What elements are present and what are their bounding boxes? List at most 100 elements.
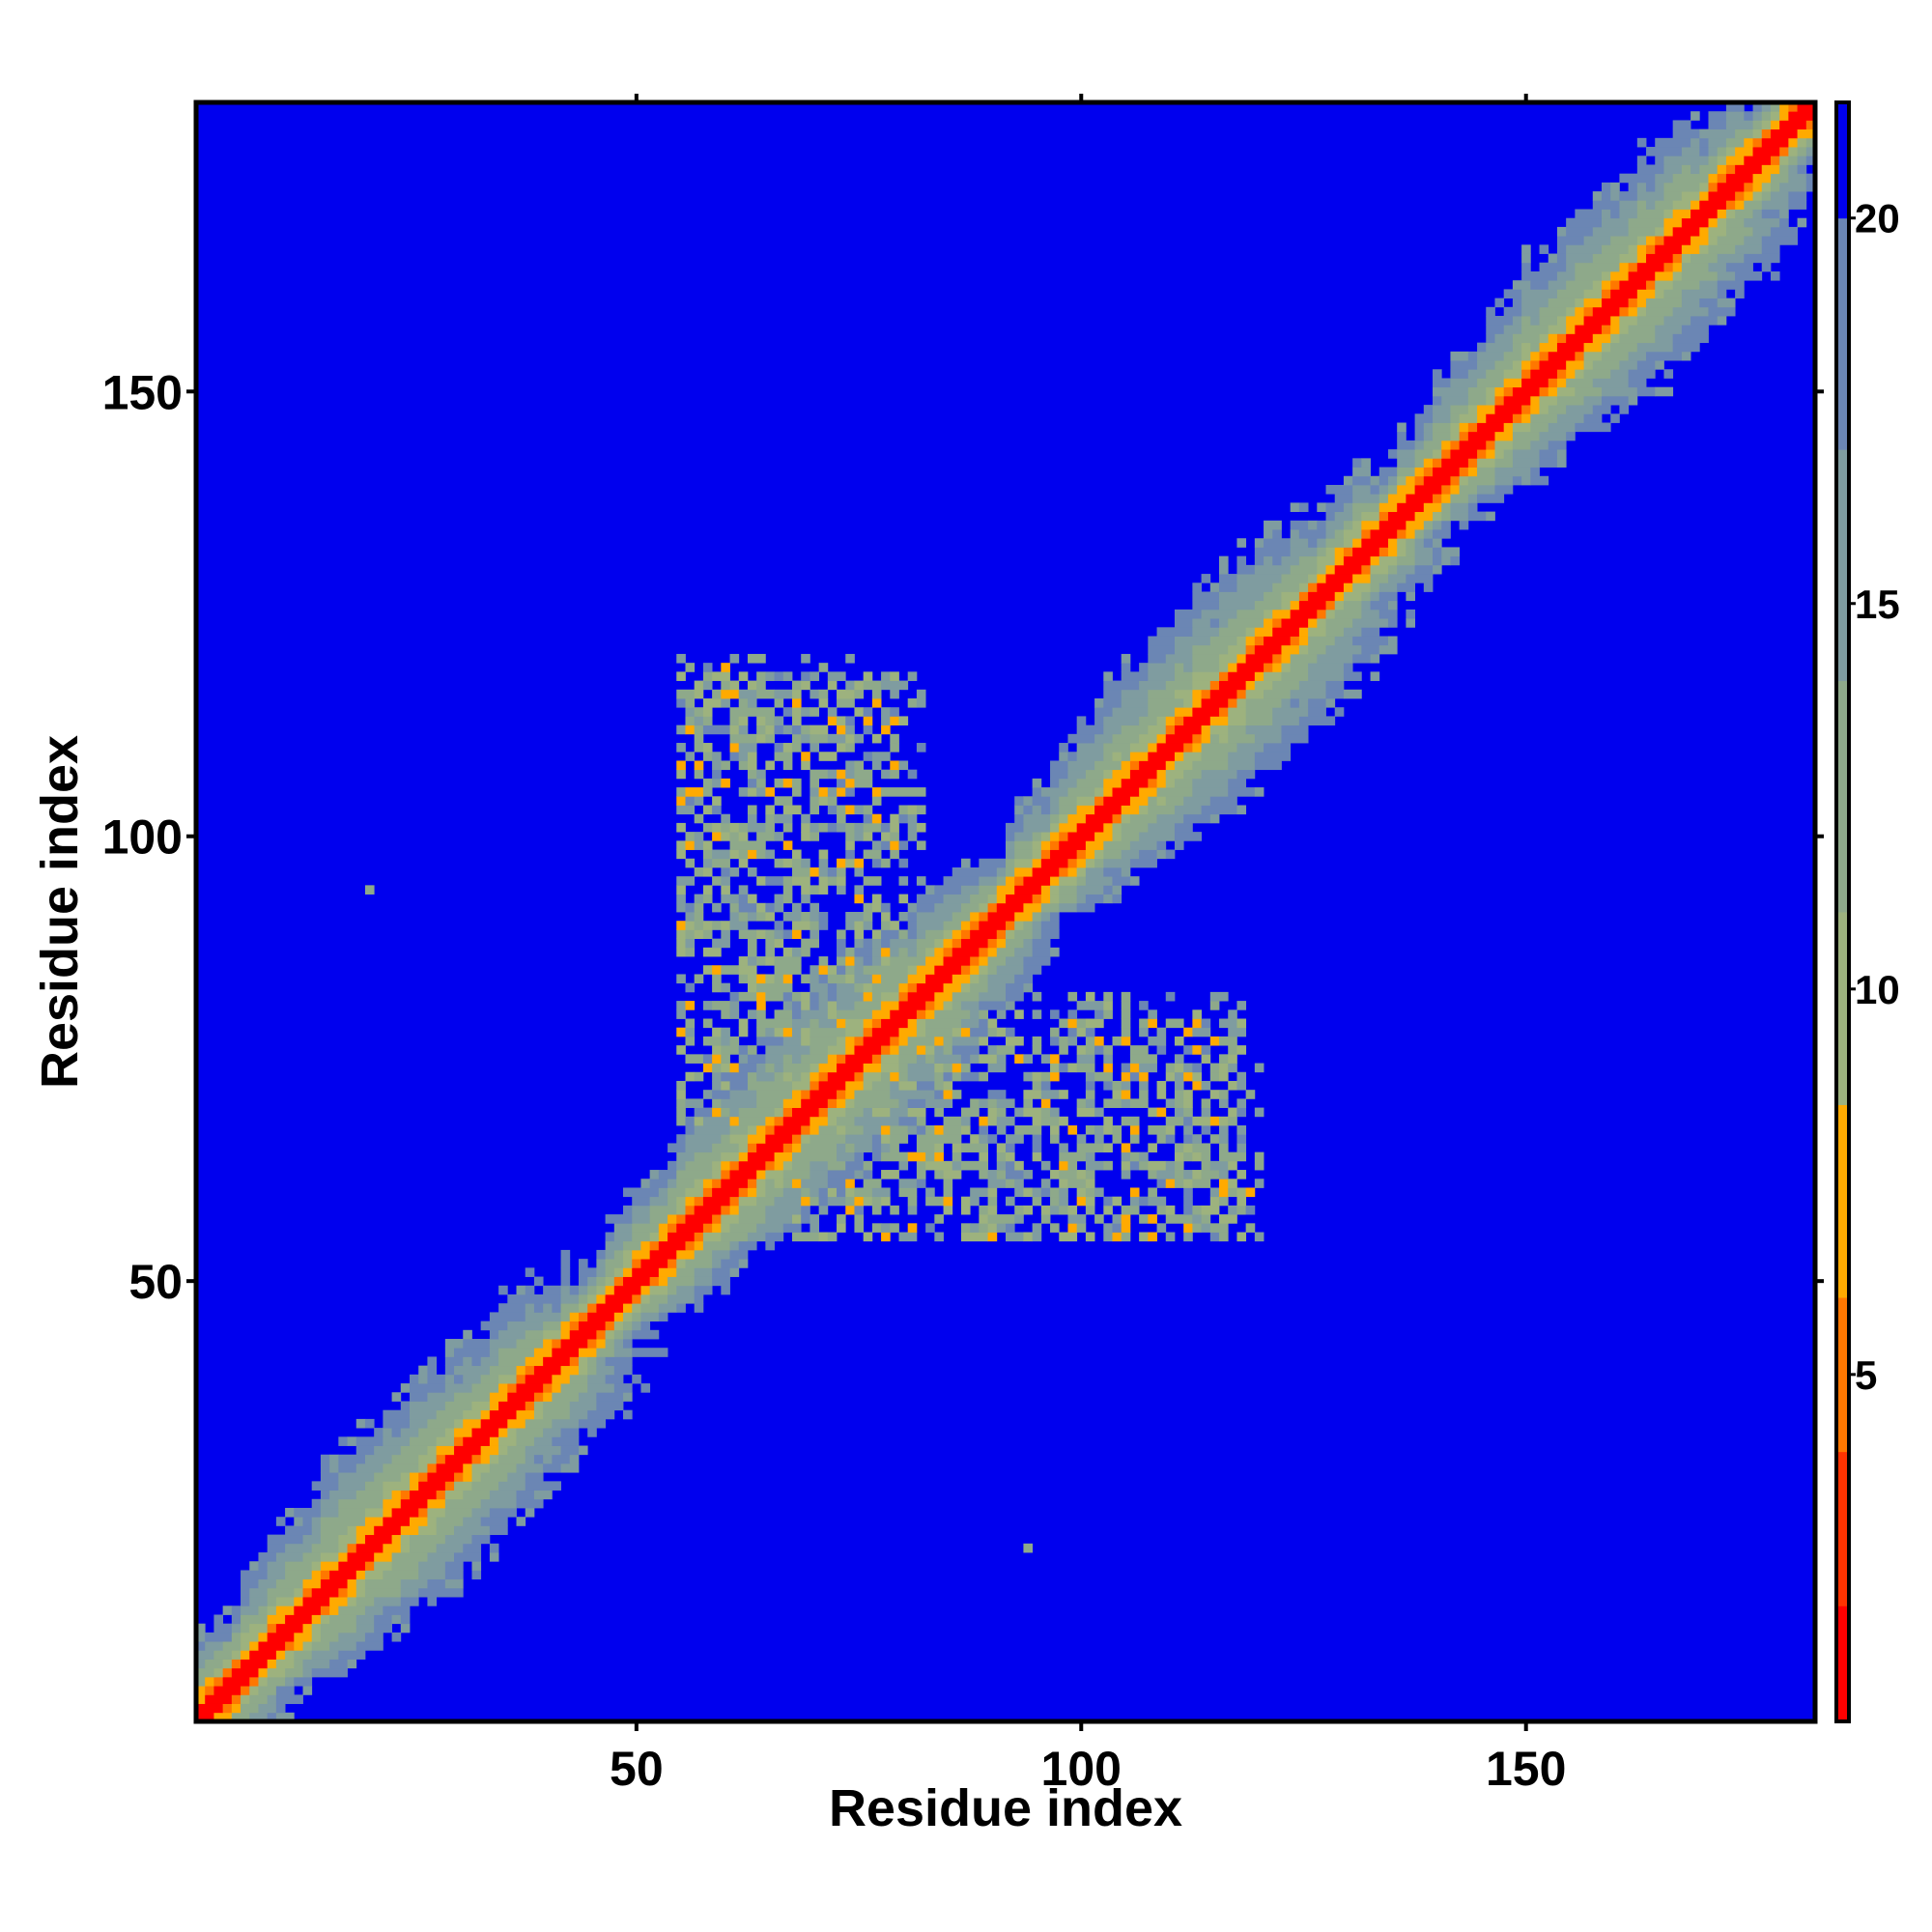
heatmap-cell: [418, 1525, 438, 1536]
heatmap-cell: [845, 858, 855, 868]
heatmap-cell: [1032, 921, 1042, 930]
heatmap-cell: [729, 743, 740, 753]
heatmap-cell: [1228, 733, 1256, 744]
heatmap-cell: [1103, 991, 1113, 1002]
heatmap-cell: [837, 1125, 846, 1135]
heatmap-cell: [818, 1107, 829, 1118]
heatmap-cell: [1699, 137, 1709, 148]
heatmap-cell: [1236, 1232, 1247, 1242]
heatmap-cell: [996, 1143, 1007, 1153]
heatmap-cell: [1378, 494, 1389, 503]
heatmap-cell: [338, 1472, 375, 1482]
heatmap-cell: [881, 1045, 891, 1055]
heatmap-cell: [810, 1196, 820, 1207]
heatmap-cell: [702, 743, 713, 753]
heatmap-cell: [383, 1463, 419, 1473]
heatmap-cell: [1477, 484, 1495, 495]
heatmap-cell: [1681, 147, 1700, 156]
heatmap-cell: [489, 1454, 499, 1464]
heatmap-cell: [987, 1232, 998, 1242]
heatmap-cell: [685, 1001, 696, 1010]
heatmap-cell: [560, 1339, 588, 1349]
heatmap-cell: [1788, 164, 1798, 175]
heatmap-cell: [1245, 689, 1264, 699]
heatmap-cell: [213, 1623, 233, 1634]
heatmap-cell: [756, 849, 766, 860]
heatmap-cell: [1406, 609, 1416, 619]
heatmap-cell: [881, 832, 891, 841]
heatmap-cell: [1761, 200, 1789, 210]
heatmap-cell: [596, 1348, 615, 1357]
colorbar-tick-label: 10: [1855, 967, 1900, 1012]
heatmap-cell: [507, 1445, 526, 1456]
heatmap-cell: [756, 956, 766, 966]
heatmap-cell: [943, 956, 971, 966]
heatmap-cell: [454, 1418, 464, 1429]
heatmap-cell: [1059, 832, 1068, 841]
heatmap-cell: [676, 1259, 686, 1268]
heatmap-cell: [1121, 1223, 1131, 1233]
heatmap-cell: [871, 902, 882, 913]
heatmap-cell: [845, 1107, 865, 1118]
heatmap-cell: [1414, 458, 1425, 468]
heatmap-cell: [1067, 733, 1095, 744]
heatmap-cell: [196, 1712, 214, 1722]
heatmap-cell: [747, 1187, 757, 1198]
heatmap-cell: [747, 982, 757, 993]
heatmap-cell: [756, 929, 766, 940]
heatmap-cell: [881, 769, 891, 780]
heatmap-cell: [507, 1321, 544, 1331]
heatmap-cell: [569, 1356, 580, 1367]
heatmap-cell: [1023, 1232, 1034, 1242]
heatmap-cell: [685, 929, 696, 940]
heatmap-cell: [854, 1205, 865, 1215]
heatmap-cell: [1148, 743, 1157, 753]
heatmap-cell: [712, 671, 730, 681]
heatmap-cell: [1156, 813, 1184, 824]
heatmap-cell: [1387, 600, 1398, 611]
heatmap-cell: [1486, 342, 1514, 353]
heatmap-cell: [231, 1623, 242, 1634]
heatmap-cell: [916, 697, 926, 708]
heatmap-cell: [329, 1641, 357, 1651]
heatmap-cell: [934, 1232, 944, 1242]
heatmap-cell: [791, 902, 802, 913]
heatmap-cell: [845, 1196, 855, 1207]
heatmap-cell: [471, 1383, 499, 1393]
heatmap-cell: [1352, 547, 1380, 557]
heatmap-cell: [489, 1365, 517, 1376]
heatmap-cell: [1378, 547, 1389, 557]
heatmap-cell: [1209, 1196, 1220, 1207]
heatmap-cell: [1486, 413, 1514, 423]
heatmap-cell: [756, 832, 775, 841]
heatmap-cell: [1441, 395, 1469, 406]
heatmap-cell: [987, 982, 1007, 993]
heatmap-cell: [712, 965, 722, 975]
heatmap-cell: [827, 733, 846, 744]
heatmap-cell: [1228, 618, 1264, 628]
heatmap-cell: [1050, 849, 1078, 860]
heatmap-cell: [694, 760, 704, 771]
heatmap-cell: [854, 965, 865, 975]
heatmap-cell: [1094, 1125, 1104, 1135]
heatmap-cell: [1663, 191, 1683, 201]
heatmap-cell: [729, 653, 740, 664]
heatmap-cell: [810, 1160, 829, 1171]
heatmap-cell: [676, 885, 686, 895]
heatmap-cell: [400, 1578, 428, 1589]
colorbar-segment: [1836, 912, 1849, 1106]
heatmap-cell: [970, 929, 998, 940]
heatmap-cell: [960, 1018, 980, 1029]
heatmap-cell: [1209, 1187, 1220, 1198]
heatmap-cell: [400, 1428, 419, 1437]
heatmap-cell: [1272, 529, 1282, 539]
heatmap-cell: [845, 1125, 865, 1135]
heatmap-cell: [1663, 164, 1683, 175]
heatmap-cell: [1023, 1107, 1042, 1118]
heatmap-cell: [1735, 200, 1745, 210]
heatmap-cell: [1378, 520, 1406, 530]
heatmap-cell: [1006, 1179, 1015, 1188]
heatmap-cell: [1530, 360, 1540, 370]
heatmap-cell: [649, 1205, 677, 1215]
heatmap-cell: [1352, 574, 1371, 583]
